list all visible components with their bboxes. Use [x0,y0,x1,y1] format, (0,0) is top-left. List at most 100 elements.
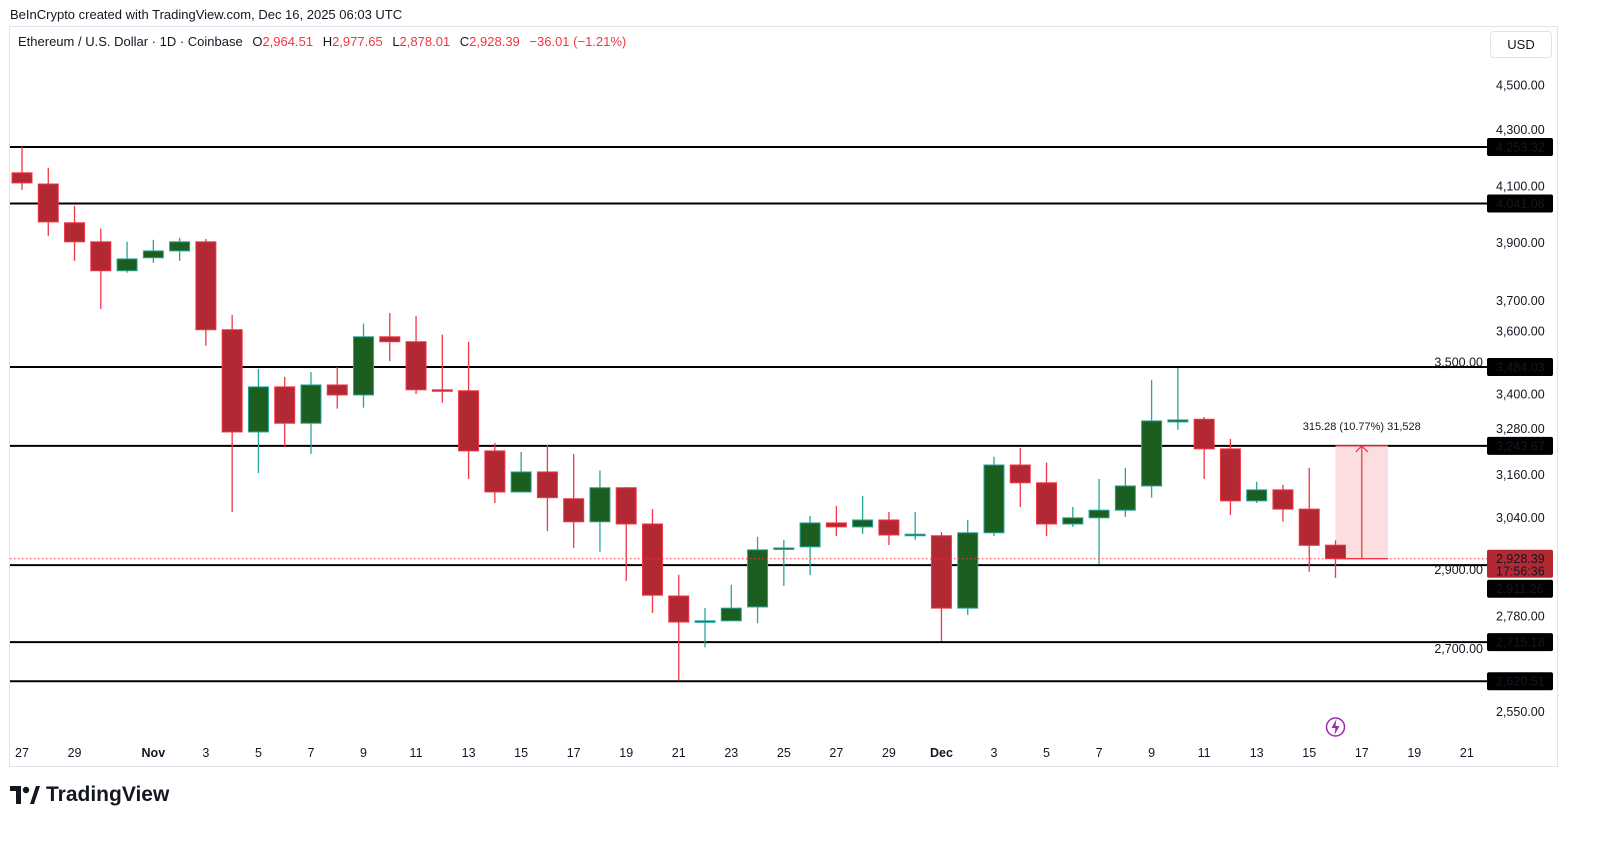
price-axis[interactable]: 4,500.00 4,300.00 4,100.00 3,900.00 3,700.00… [1434,78,1544,718]
candle[interactable] [563,453,585,548]
tradingview-logo[interactable]: TradingView [10,783,169,807]
price-range-measure[interactable]: 315.28 (10.77%) 31,528 [1303,421,1421,560]
candle-body [1062,517,1084,525]
candle-body [668,595,690,623]
candle[interactable] [247,368,269,473]
candle[interactable] [694,608,716,648]
candle[interactable] [510,451,532,493]
last-price-label: 2,928.39 [1496,552,1545,566]
y-tick-label: 4,100.00 [1496,179,1545,193]
candle[interactable] [641,509,663,613]
x-tick-label: 9 [1148,746,1155,760]
candle[interactable] [1062,506,1084,527]
candle[interactable] [983,456,1005,537]
arrow-up-icon [1355,444,1369,453]
candle[interactable] [536,445,558,531]
candle[interactable] [1219,439,1241,515]
level-labels: 4,253.32 4,041.06 3,484.03 3,243.67 2,911.26… [1487,138,1553,691]
candle[interactable] [484,443,506,504]
x-tick-label: 3 [202,746,209,760]
level-label: 3,243.67 [1496,439,1545,453]
candle[interactable] [353,323,375,408]
event-marker[interactable] [1325,717,1346,737]
x-tick-label: 3 [991,746,998,760]
candle[interactable] [1193,416,1215,479]
candle[interactable] [11,146,33,190]
x-tick-label: 15 [514,746,528,760]
candle[interactable] [747,536,769,624]
candle[interactable] [720,584,742,622]
candle[interactable] [431,334,453,403]
candle-body [405,341,427,391]
level-label-box [1487,436,1553,455]
candle-body [1298,508,1320,546]
candle[interactable] [1167,368,1189,430]
candle-body [64,222,86,243]
candle[interactable] [379,313,401,362]
candle-body [116,258,138,272]
x-tick-label: 23 [724,746,738,760]
x-tick-label: 9 [360,746,367,760]
candle-body [458,390,480,452]
candle[interactable] [878,512,900,545]
candle[interactable] [195,238,217,346]
candle[interactable] [116,241,138,273]
candle[interactable] [142,239,164,263]
level-label: 2,715.18 [1496,636,1545,650]
candle-body [353,336,375,396]
close-key: C [459,34,470,49]
candle[interactable] [852,495,874,534]
candle[interactable] [458,341,480,479]
high-value: 2,977.65 [332,34,383,49]
candle[interactable] [326,367,348,409]
candle-body [90,241,112,272]
candle[interactable] [300,372,322,454]
y-tick-label: 3,400.00 [1496,387,1545,401]
candle[interactable] [221,314,243,513]
x-tick-label: 15 [1302,746,1316,760]
candle-body [1141,420,1163,487]
candle-body [169,241,191,252]
candle[interactable] [64,205,86,261]
candle[interactable] [1246,481,1268,504]
candle[interactable] [37,167,59,236]
candle[interactable] [1114,467,1136,518]
y-tick-label: 3,500.00 [1434,356,1483,370]
x-tick-label: Nov [142,746,166,760]
candle[interactable] [825,505,847,537]
candle[interactable] [1298,467,1320,572]
y-tick-label: 3,600.00 [1496,324,1545,338]
candle-body [142,250,164,259]
candle-body [589,487,611,523]
candle[interactable] [169,237,191,261]
candle[interactable] [274,376,296,447]
candle[interactable] [957,519,979,615]
symbol-name[interactable]: Ethereum / U.S. Dollar · 1D · Coinbase [18,34,243,49]
y-tick-label: 4,500.00 [1496,78,1545,92]
candle[interactable] [668,574,690,681]
candle[interactable] [904,512,926,540]
time-axis[interactable]: 27 29 Nov 3 5 7 9 11 13 15 17 19 21 23 25 27 29 Dec 3 5 7 9 11… [15,746,1474,760]
candle-body [694,620,716,623]
candle[interactable] [1325,540,1346,578]
candle[interactable] [589,470,611,552]
candle[interactable] [1088,478,1110,565]
candle[interactable] [615,487,637,581]
y-tick-label: 4,300.00 [1496,123,1545,137]
candle[interactable] [1036,462,1058,537]
candle[interactable] [799,515,821,576]
candle[interactable] [773,539,795,586]
candle[interactable] [1141,380,1163,498]
candle[interactable] [1009,447,1031,507]
currency-button[interactable]: USD [1490,31,1552,58]
candle-body [799,522,821,548]
candle[interactable] [930,532,952,641]
candle-body [720,607,742,622]
x-tick-label: 19 [619,746,633,760]
candle[interactable] [1272,484,1294,522]
candle[interactable] [405,316,427,394]
level-label-box [1487,672,1553,691]
tradingview-logo-icon [10,786,40,804]
candle[interactable] [90,228,112,310]
